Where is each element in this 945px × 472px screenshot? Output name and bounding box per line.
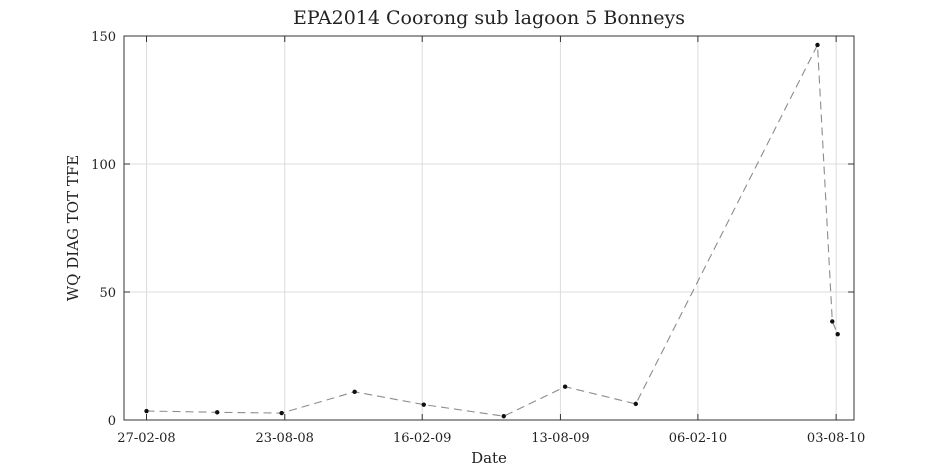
- data-point: [352, 389, 357, 395]
- data-point: [421, 402, 426, 407]
- data-point: [815, 42, 820, 48]
- data-point: [633, 401, 638, 407]
- y-tick-label: 150: [91, 30, 116, 45]
- data-point: [835, 332, 840, 337]
- data-point: [562, 384, 568, 389]
- tick-layer: 27-02-08 23-08-08 16-02-09 13-08-09 06-02-10…: [91, 30, 865, 446]
- y-tick-label: 100: [91, 158, 116, 173]
- data-point: [214, 410, 220, 415]
- x-tick-label: 16-02-09: [393, 431, 451, 446]
- y-tick-label: 0: [108, 414, 116, 429]
- x-tick-label: 06-02-10: [669, 431, 727, 446]
- data-point: [830, 319, 835, 324]
- y-axis-label: WQ DIAG TOT TFE: [64, 155, 82, 301]
- series-layer: [144, 42, 840, 419]
- x-tick-label: 27-02-08: [117, 431, 175, 446]
- data-point: [279, 410, 284, 416]
- series-line: [146, 42, 839, 417]
- plot-frame: [123, 35, 855, 421]
- x-axis-label: Date: [471, 449, 507, 467]
- data-point: [144, 408, 149, 414]
- data-point: [501, 413, 506, 419]
- grid-layer: [124, 35, 854, 421]
- y-tick-label: 50: [99, 286, 116, 301]
- x-tick-label: 03-08-10: [807, 431, 865, 446]
- x-tick-label: 13-08-09: [531, 431, 589, 446]
- x-tick-label: 23-08-08: [256, 431, 314, 446]
- chart-title: EPA2014 Coorong sub lagoon 5 Bonneys: [293, 7, 685, 29]
